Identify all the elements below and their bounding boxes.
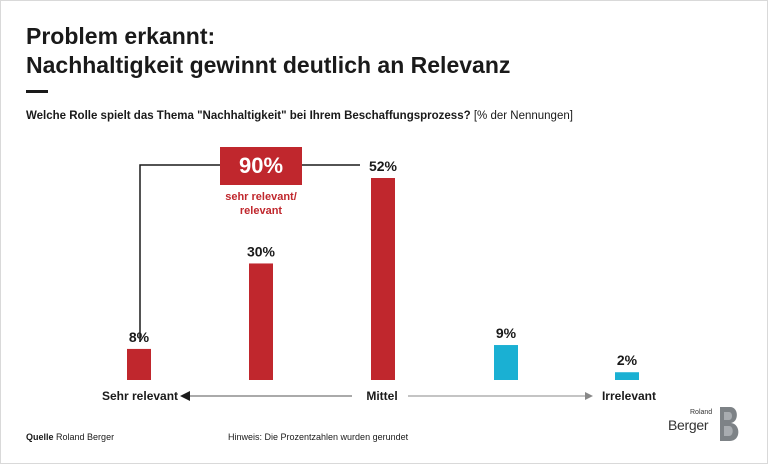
bar-4 (494, 345, 518, 380)
logo-text-bottom: Berger (668, 417, 709, 433)
bar-2 (249, 263, 273, 380)
bar-1 (127, 348, 151, 380)
logo-b-mark (720, 407, 739, 441)
footer-source-label: Quelle (26, 432, 54, 442)
bar-label-4: 9% (496, 325, 517, 341)
logo-text-top: Roland (690, 409, 713, 416)
bar-5 (615, 372, 639, 380)
bar-label-1: 8% (129, 329, 150, 345)
axis-arrow-right-head (585, 392, 593, 400)
footer-source: Quelle Roland Berger (26, 432, 114, 442)
axis-label-left: Sehr relevant (102, 389, 178, 403)
callout-value: 90% (220, 147, 302, 185)
subtitle-unit: [% der Nennungen] (473, 110, 573, 122)
footer-note: Hinweis: Die Prozentzahlen wurden gerund… (228, 432, 409, 442)
chart-title: Problem erkannt: Nachhaltigkeit gewinnt … (26, 22, 510, 80)
subtitle-question: Welche Rolle spielt das Thema "Nachhalti… (26, 110, 471, 122)
axis-arrow-left-head (180, 391, 190, 401)
callout-text: sehr relevant/ relevant (225, 191, 297, 217)
footer-source-value: Roland Berger (56, 432, 115, 442)
title-line-1: Problem erkannt: (26, 23, 216, 49)
chart-subtitle: Welche Rolle spielt das Thema "Nachhalti… (26, 110, 573, 122)
title-line-2: Nachhaltigkeit gewinnt deutlich an Relev… (26, 52, 511, 78)
bar-3 (371, 178, 395, 380)
bar-label-5: 2% (617, 352, 638, 368)
axis-label-middle: Mittel (366, 389, 397, 403)
title-rule (26, 90, 48, 93)
bar-label-2: 30% (247, 243, 276, 259)
callout-bracket-left (139, 164, 220, 342)
bars-group: 8% 30% 52% 9% 2% (127, 158, 639, 380)
roland-berger-logo: Roland Berger (668, 406, 744, 446)
bar-label-3: 52% (369, 158, 398, 174)
axis-label-right: Irrelevant (602, 389, 656, 403)
